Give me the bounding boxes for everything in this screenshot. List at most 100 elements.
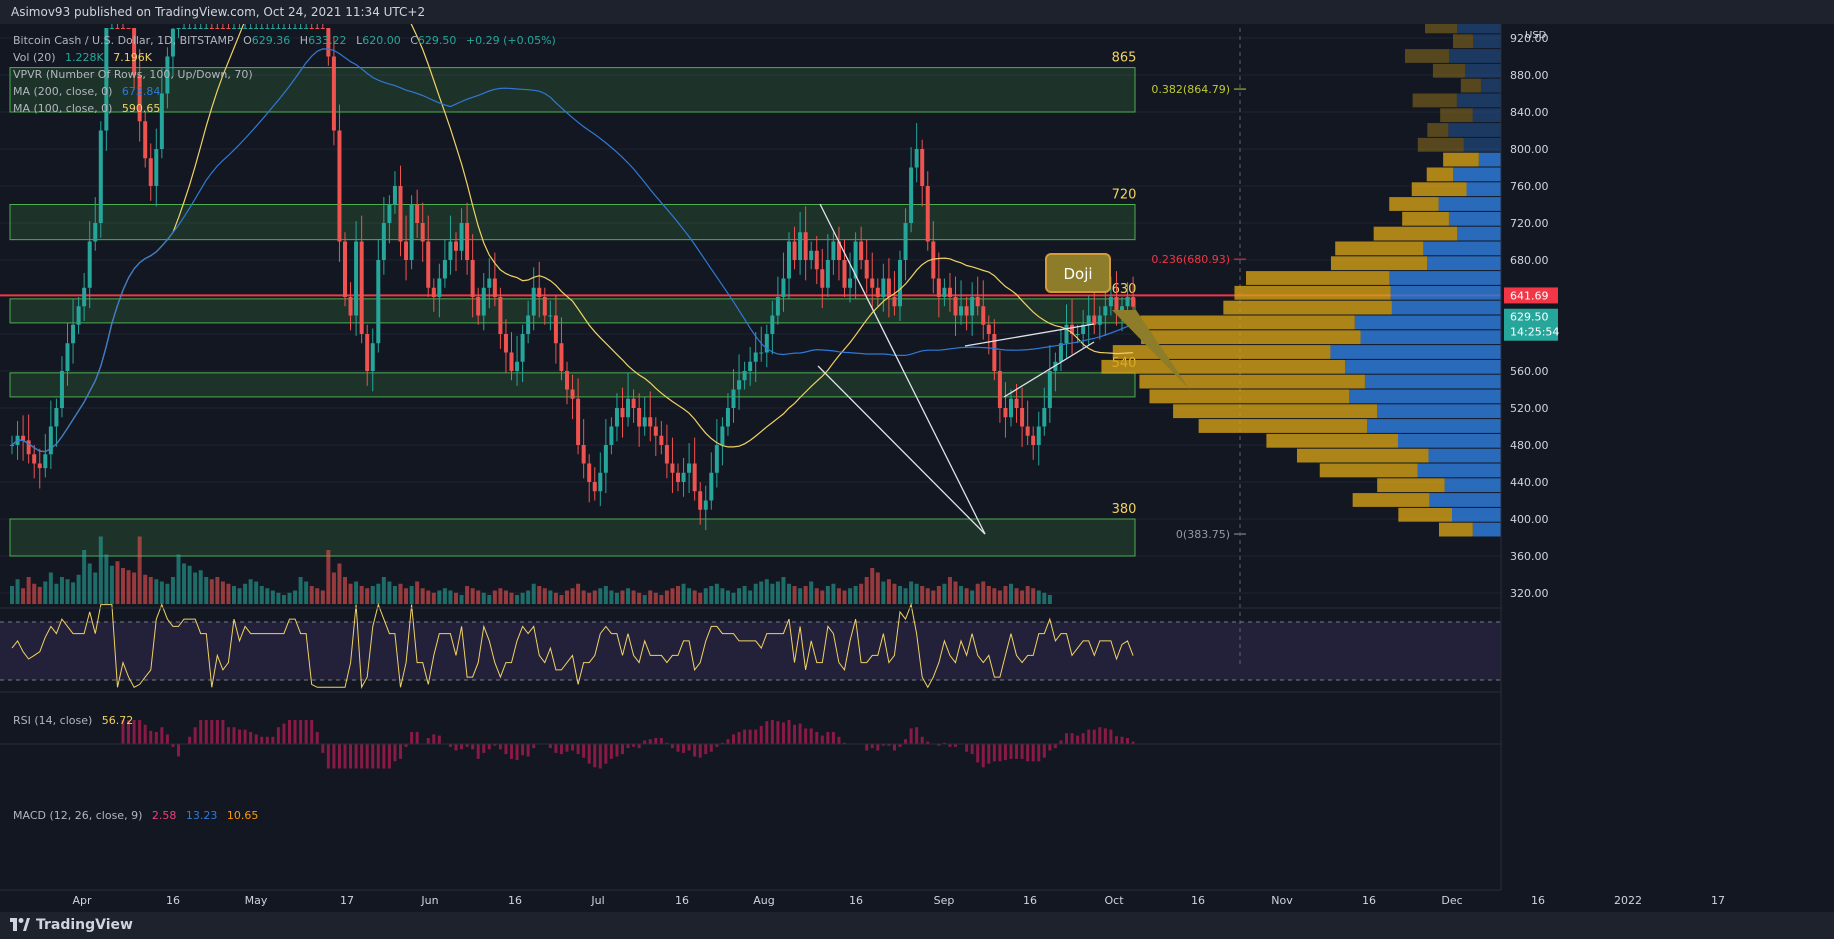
candle-body <box>775 297 780 316</box>
volume-bar <box>542 588 547 604</box>
vp-down-bar <box>1456 24 1501 34</box>
time-tick: May <box>245 894 268 907</box>
candle-body <box>748 361 753 371</box>
volume-bar <box>1047 595 1052 604</box>
volume-bar <box>903 588 908 604</box>
time-tick: 16 <box>508 894 522 907</box>
volume-bar <box>104 554 109 604</box>
volume-bar <box>864 577 869 604</box>
macd-histogram <box>1087 729 1091 745</box>
price-chart[interactable]: 1 0308657206305403800.5(1013.38)0.382(86… <box>0 24 1834 912</box>
candle-body <box>970 297 975 316</box>
candle-body <box>1081 324 1086 334</box>
volume-bar <box>992 588 997 604</box>
candle-body <box>121 28 125 29</box>
candle-body <box>1075 334 1080 335</box>
candle-body <box>981 306 986 325</box>
macd-histogram <box>387 744 391 769</box>
macd-histogram <box>909 728 913 745</box>
macd-histogram <box>1009 744 1013 759</box>
candle-body <box>698 491 703 510</box>
volume-bar <box>526 590 531 604</box>
price-badge-label: 629.50 <box>1510 311 1549 324</box>
price-badge <box>1504 308 1558 341</box>
tradingview-logo-icon <box>10 918 30 931</box>
price-axis[interactable]: USD1040.001000.00960.00920.00880.00840.0… <box>1500 24 1834 912</box>
volume-bar <box>648 590 653 604</box>
vp-up-bar <box>1352 493 1430 507</box>
volume-bar <box>748 590 753 604</box>
volume-bar <box>687 588 692 604</box>
macd-histogram <box>510 744 513 759</box>
macd-histogram <box>1098 727 1102 745</box>
vp-up-bar <box>1460 78 1481 93</box>
vp-up-bar <box>1443 152 1479 167</box>
macd-histogram <box>937 744 941 746</box>
candle-body <box>809 250 814 260</box>
volume-bar <box>798 588 803 604</box>
candle-body <box>537 287 542 297</box>
volume-bar <box>787 583 791 604</box>
candle-body <box>670 463 675 473</box>
volume-bar <box>509 592 514 604</box>
candle-body <box>420 223 425 242</box>
macd-histogram <box>526 744 530 757</box>
candle-body <box>553 315 558 344</box>
price-tick: 360.00 <box>1510 550 1549 563</box>
candle-body <box>803 232 808 260</box>
vp-down-bar <box>1453 167 1501 182</box>
vp-up-bar <box>1223 300 1392 315</box>
macd-histogram <box>349 744 353 769</box>
volume-bar <box>1014 588 1019 604</box>
vp-up-bar <box>1440 108 1473 123</box>
candle-body <box>642 417 647 427</box>
volume-profile <box>1101 24 1501 537</box>
volume-bar <box>215 577 220 604</box>
vp-down-bar <box>1367 419 1501 433</box>
volume-bar <box>653 592 658 604</box>
volume-bar <box>609 590 614 604</box>
candle-body <box>614 408 619 427</box>
macd-histogram <box>815 732 819 745</box>
fib-label: 0(383.75) <box>1176 528 1230 541</box>
volume-bar <box>459 595 464 604</box>
volume-bar <box>981 581 986 604</box>
volume-bar <box>470 588 475 604</box>
macd-histogram <box>293 720 297 745</box>
candle-body <box>626 398 631 418</box>
macd-histogram <box>1126 738 1130 745</box>
macd-histogram <box>954 744 957 747</box>
candle-body <box>304 28 309 29</box>
vp-down-bar <box>1472 108 1501 123</box>
volume-bar <box>254 581 259 604</box>
price-tick: 400.00 <box>1510 513 1549 526</box>
volume-bar <box>220 581 225 604</box>
candle-body <box>465 223 470 260</box>
candle-body <box>71 324 76 344</box>
candle-body <box>48 426 53 455</box>
candle-body <box>515 361 520 371</box>
candle-body <box>953 297 958 316</box>
time-axis[interactable]: Apr 16 May 17 Jun 16 Jul 16 Aug 16 Sep 16 Oct 16 Nov 16… <box>0 889 1725 907</box>
candle-body <box>531 287 536 316</box>
candle-body <box>392 186 397 205</box>
candle-body <box>886 278 891 297</box>
candle-body <box>770 315 775 334</box>
macd-histogram <box>976 744 980 763</box>
time-tick: 17 <box>1711 894 1725 907</box>
volume-bar <box>426 590 431 604</box>
macd-histogram <box>282 723 286 745</box>
candle-body <box>1097 315 1102 325</box>
candle-body <box>204 28 209 29</box>
candle-body <box>1003 408 1008 418</box>
volume-bar <box>226 583 231 604</box>
volume-bar <box>681 583 686 604</box>
candle-body <box>26 440 31 455</box>
price-badge <box>1504 287 1558 304</box>
macd-histogram <box>171 744 175 747</box>
volume-bar <box>248 579 253 604</box>
macd-histogram <box>831 732 835 745</box>
price-badge-sub: 14:25:54 <box>1510 326 1559 339</box>
candle-body <box>65 343 70 371</box>
macd-histogram <box>948 744 952 747</box>
